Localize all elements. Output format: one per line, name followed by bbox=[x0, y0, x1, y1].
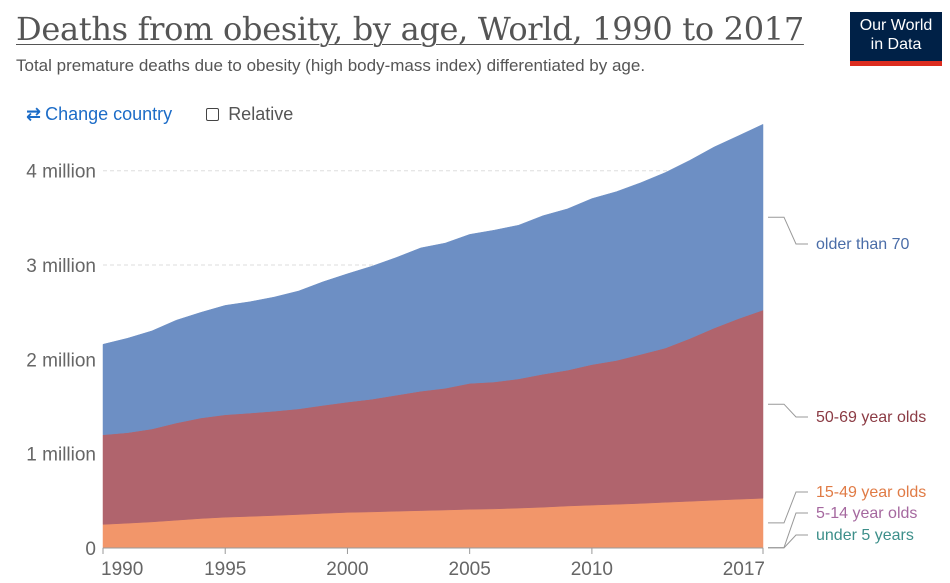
owid-logo[interactable]: Our World in Data bbox=[850, 12, 942, 66]
legend-connector bbox=[768, 491, 808, 524]
legend-connector bbox=[768, 403, 808, 418]
chart-subtitle: Total premature deaths due to obesity (h… bbox=[16, 56, 646, 75]
change-country-label: Change country bbox=[45, 103, 173, 124]
change-country-button[interactable]: ⇄ Change country bbox=[26, 104, 172, 125]
chart-title: Deaths from obesity, by age, World, 1990… bbox=[16, 10, 804, 48]
legend-label-older_than_70[interactable]: older than 70 bbox=[816, 236, 910, 253]
y-tick-label: 4 million bbox=[26, 162, 96, 183]
relative-checkbox[interactable] bbox=[206, 107, 220, 121]
y-tick-label: 1 million bbox=[26, 445, 96, 466]
y-tick-label: 3 million bbox=[26, 256, 96, 277]
area-series bbox=[102, 123, 764, 549]
legend-label-under_5[interactable]: under 5 years bbox=[816, 527, 914, 544]
x-tick-label: 2005 bbox=[449, 559, 491, 580]
axes: 0 1 million 2 million 3 million 4 million 199… bbox=[26, 162, 765, 580]
y-tick-label: 0 bbox=[85, 539, 96, 560]
legend: under 5 years 5-14 year olds 15-49 year ol… bbox=[768, 216, 926, 549]
chart-controls: ⇄ Change country Relative bbox=[26, 102, 293, 126]
relative-label: Relative bbox=[228, 103, 294, 124]
logo-line-2: in Data bbox=[870, 36, 922, 53]
x-tick-label: 2000 bbox=[326, 559, 368, 580]
x-tick-label: 2010 bbox=[571, 559, 613, 580]
logo-line-1: Our World bbox=[859, 17, 933, 34]
y-tick-label: 2 million bbox=[26, 350, 96, 371]
legend-label-15_49[interactable]: 15-49 year olds bbox=[816, 484, 926, 501]
legend-connector bbox=[768, 216, 808, 245]
legend-connector bbox=[768, 512, 808, 549]
legend-label-5_14[interactable]: 5-14 year olds bbox=[816, 505, 917, 522]
x-tick-label: 2017 bbox=[723, 559, 765, 580]
legend-label-50_69[interactable]: 50-69 year olds bbox=[816, 409, 926, 426]
relative-toggle[interactable]: Relative bbox=[206, 104, 293, 125]
swap-arrows-icon: ⇄ bbox=[26, 103, 42, 124]
x-tick-label: 1995 bbox=[204, 559, 246, 580]
area-older_than_70[interactable] bbox=[102, 123, 764, 436]
x-tick-label: 1990 bbox=[101, 559, 143, 580]
